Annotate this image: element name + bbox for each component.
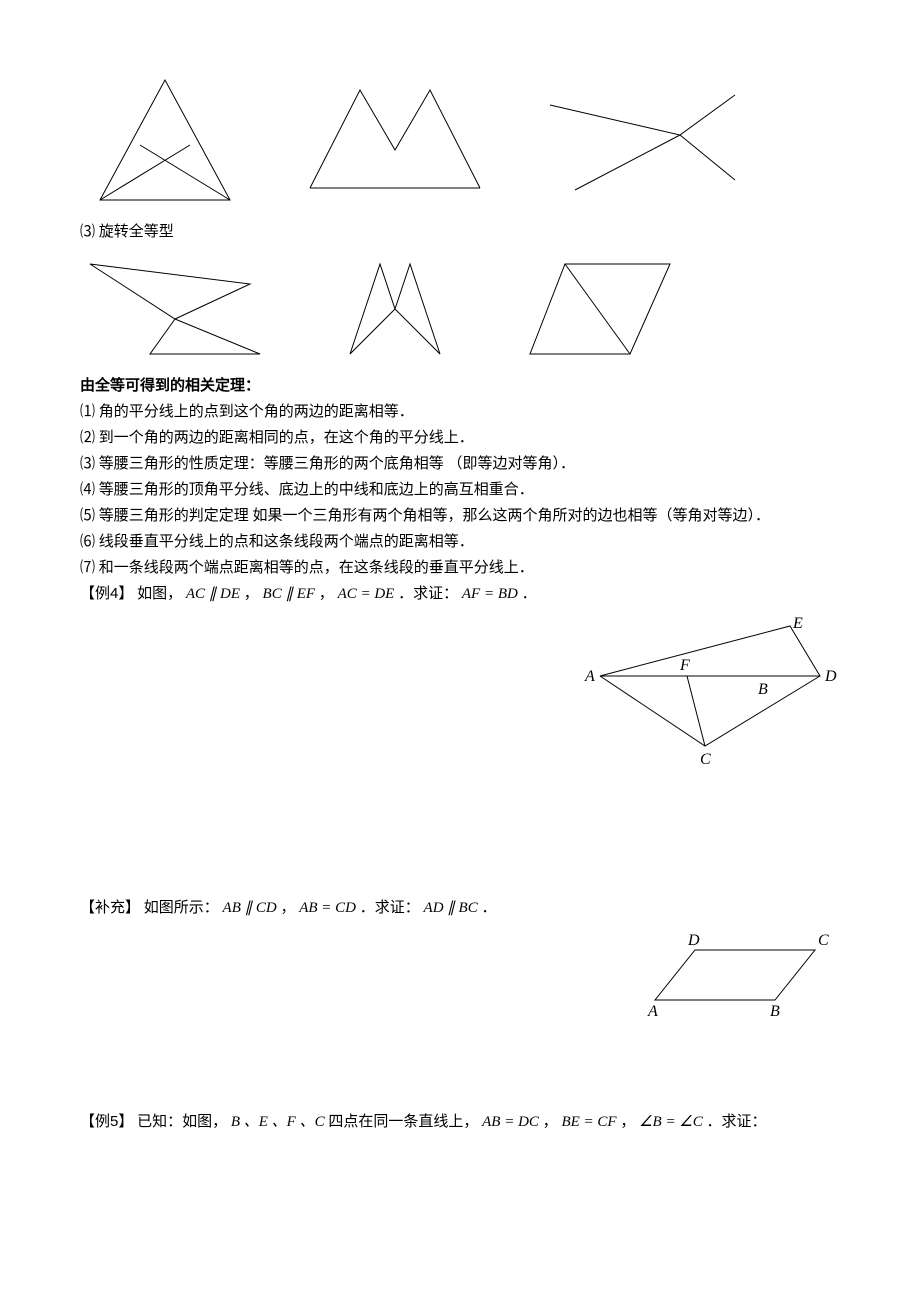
example-5-rel3: ∠B = ∠C [639,1114,703,1130]
label-A: A [584,668,595,685]
subheading-rotation: ⑶ 旋转全等型 [80,220,840,244]
label-A2: A [647,1003,658,1020]
theorem-3: ⑶ 等腰三角形的性质定理：等腰三角形的两个底角相等 （即等边对等角）． [80,452,840,476]
supplement-rel2: AB = CD [299,900,356,916]
example-4-mid: ．求证： [398,586,458,602]
example-5-rel1: AB = DC [482,1114,539,1130]
theorem-5: ⑸ 等腰三角形的判定定理 如果一个三角形有两个角相等，那么这两个角所对的边也相等… [80,504,840,528]
label-E: E [792,616,803,632]
supplement-diagram: D C A B [80,930,840,1028]
figure-2a [80,254,270,364]
figure-1a [80,70,250,210]
theorem-7: ⑺ 和一条线段两个端点距离相等的点，在这条线段的垂直平分线上． [80,556,840,580]
theorem-1: ⑴ 角的平分线上的点到这个角的两边的距离相等． [80,400,840,424]
example-4-rel1: AC ∥ DE [186,586,240,602]
supplement-rel3: AD ∥ BC [424,900,478,916]
example-4-rel4: AF = BD [462,586,518,602]
supplement-head: 【补充】 [80,899,140,916]
label-B2: B [770,1003,780,1020]
heading-theorems: 由全等可得到的相关定理： [80,374,840,398]
example-4-diagram: A D E F B C [80,616,840,774]
theorem-4: ⑷ 等腰三角形的顶角平分线、底边上的中线和底边上的高互相重合． [80,478,840,502]
example-5-mid1: 四点在同一条直线上， [328,1114,478,1130]
label-D: D [824,668,837,685]
example-4-head: 【例4】 [80,585,133,602]
label-B: B [758,681,768,698]
figure-1b [300,70,490,200]
example-4-rel2: BC ∥ EF [263,586,316,602]
supplement-mid: ．求证： [360,900,420,916]
supplement-pre: 如图所示： [144,900,219,916]
label-C: C [700,751,711,766]
figure-1c [540,70,740,200]
figures-row-2 [80,254,840,364]
label-C2: C [818,932,829,949]
example-4-rel3: AC = DE [338,586,395,602]
example-5: 【例5】 已知：如图， B 、E 、F 、C 四点在同一条直线上， AB = D… [80,1110,840,1134]
example-5-pts: B 、E 、F 、C [231,1114,325,1130]
supplement: 【补充】 如图所示： AB ∥ CD ， AB = CD ．求证： AD ∥ B… [80,896,840,920]
example-4: 【例4】 如图， AC ∥ DE ， BC ∥ EF ， AC = DE ．求证… [80,582,840,606]
example-4-pre: 如图， [137,586,182,602]
example-5-pre: 已知：如图， [137,1114,227,1130]
label-F: F [679,657,690,674]
theorem-6: ⑹ 线段垂直平分线上的点和这条线段两个端点的距离相等． [80,530,840,554]
theorem-2: ⑵ 到一个角的两边的距离相同的点，在这个角的平分线上． [80,426,840,450]
example-5-rel2: BE = CF [561,1114,616,1130]
figure-2c [520,254,680,364]
figure-2b [320,254,470,364]
supplement-rel1: AB ∥ CD [223,900,277,916]
label-D2: D [687,932,700,949]
figures-row-1 [80,70,840,210]
example-5-head: 【例5】 [80,1113,133,1130]
